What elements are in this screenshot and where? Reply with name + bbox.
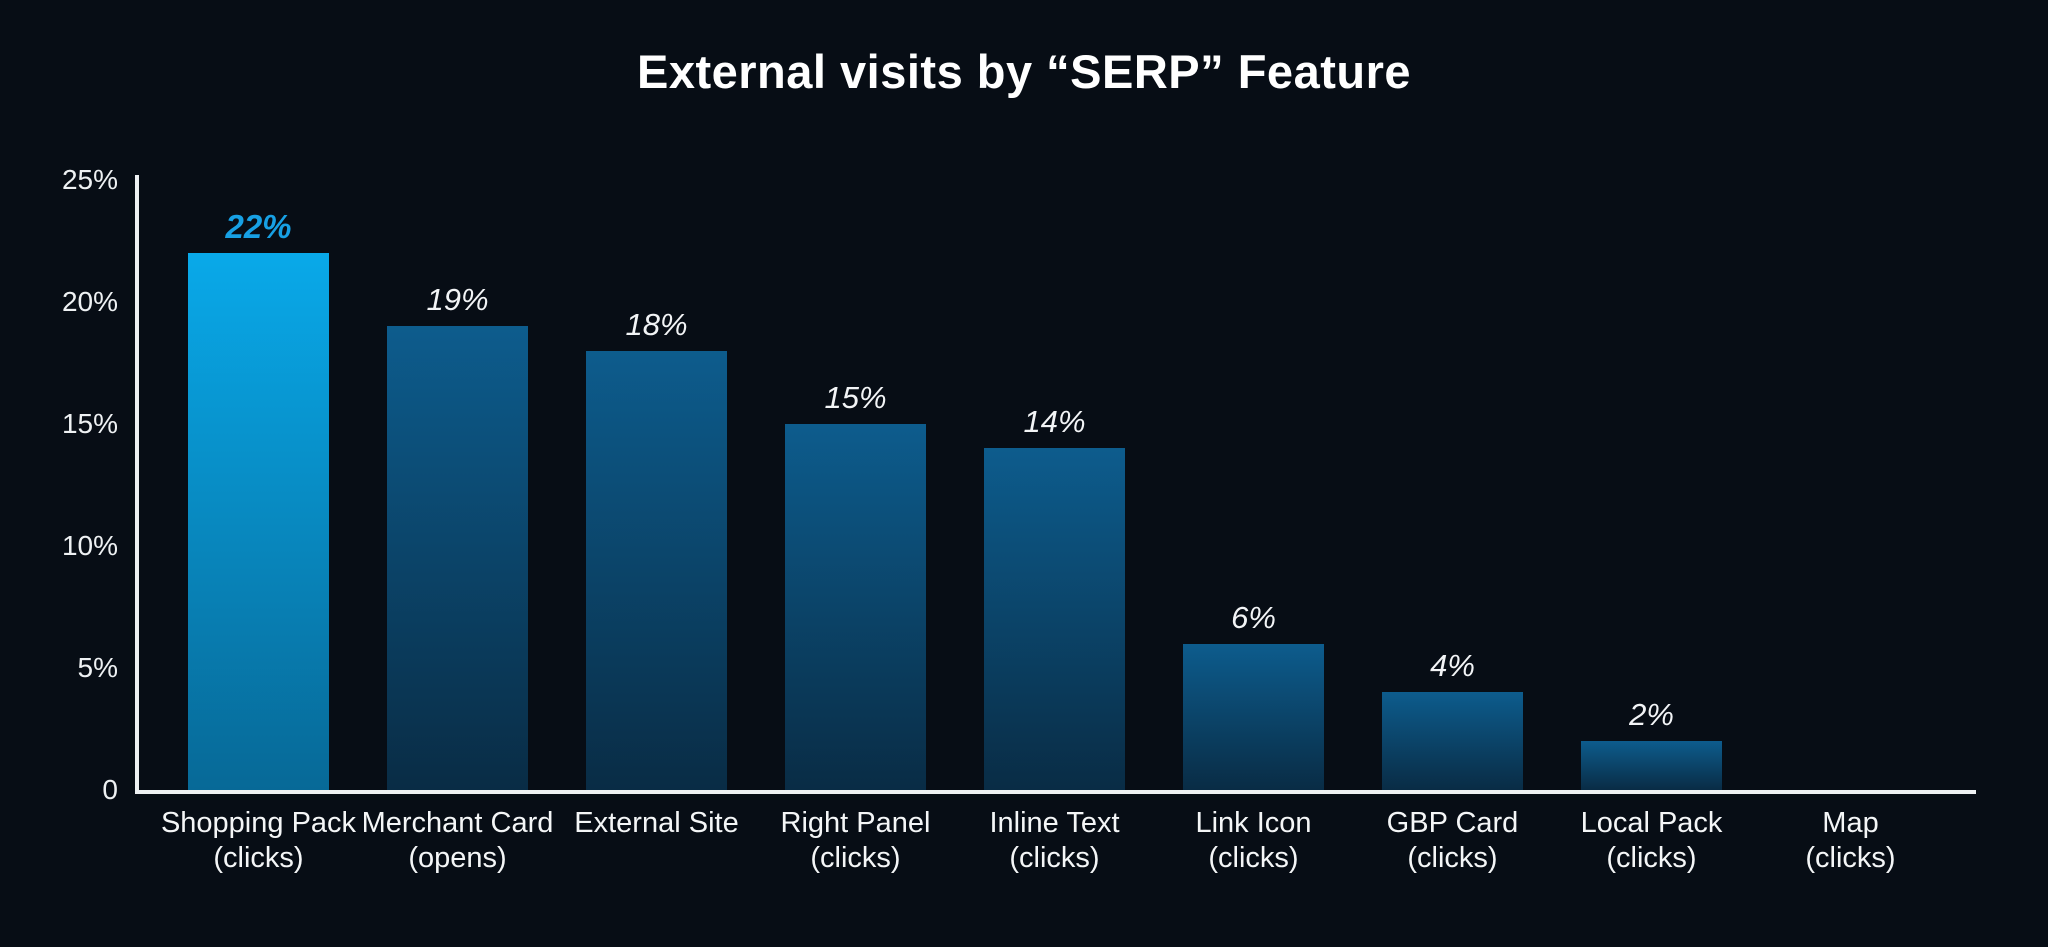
chart-title: External visits by “SERP” Feature [636,45,1411,98]
bar [784,424,927,790]
bar-column: 18% [557,180,756,790]
bar [1182,643,1325,790]
bar [585,350,728,790]
x-tick-line2: (clicks) [1606,842,1697,874]
bar-column: 2% [1552,180,1751,790]
x-tick-line1: Link Icon [1195,807,1312,839]
x-tick-line1: External Site [574,807,739,839]
value-label: 18% [625,306,688,342]
x-tick-label: Right Panel (clicks) [756,806,955,876]
x-tick-label: Shopping Pack (clicks) [159,806,358,876]
x-tick-label: Link Icon (clicks) [1154,806,1353,876]
bar [983,448,1126,790]
x-tick-label: Inline Text (clicks) [955,806,1154,876]
x-tick-label: Local Pack (clicks) [1552,806,1751,876]
plot-area: 22% 19% 18% 15% 14% 6% 4% 2% [159,180,1950,790]
bar-column: 6% [1154,180,1353,790]
value-label: 6% [1231,599,1276,635]
x-tick-line1: GBP Card [1386,807,1519,839]
y-axis-labels: 25% 20% 15% 10% 5% 0 [0,0,118,947]
x-tick-line2: (clicks) [1208,842,1299,874]
y-tick-label: 20% [61,286,118,317]
x-tick-line1: Inline Text [989,807,1120,839]
y-tick-label: 25% [61,164,118,195]
x-tick-line1: Map [1822,807,1879,839]
y-tick-label: 5% [77,652,118,683]
bar [1580,741,1723,790]
bar-column: 14% [955,180,1154,790]
bar-column: 15% [756,180,955,790]
value-label: 14% [1023,404,1086,440]
bar [1381,692,1524,790]
value-label: 15% [824,380,887,415]
y-tick-label: 15% [61,408,118,439]
value-label: 19% [426,282,489,318]
y-tick-label: 10% [61,530,118,561]
x-tick-label: Map (clicks) [1751,806,1950,876]
x-tick-line2: (clicks) [1009,842,1100,874]
value-label: 2% [1629,697,1674,733]
x-tick-line1: Right Panel [780,807,931,839]
bar-highlighted [187,253,330,790]
x-tick-line2: (clicks) [213,842,304,874]
x-tick-line1: Shopping Pack [160,807,357,839]
x-tick-line2: (clicks) [1407,842,1498,874]
x-tick-line1: Merchant Card [361,807,554,839]
x-tick-label: GBP Card (clicks) [1353,806,1552,876]
x-tick-line1: Local Pack [1580,807,1723,839]
x-tick-line2: (clicks) [810,842,901,874]
x-tick-line2: (opens) [408,842,507,874]
bar-column: 4% [1353,180,1552,790]
bar-column: 22% [159,180,358,790]
bar-column [1751,180,1950,790]
bar-column: 19% [358,180,557,790]
value-label: 4% [1430,648,1475,684]
x-tick-label: Merchant Card (opens) [358,806,557,876]
y-axis-line [135,175,139,794]
bar [386,326,529,790]
value-label: 22% [225,208,292,246]
y-tick-label: 0 [102,774,118,805]
x-axis-line [135,790,1976,794]
x-axis-labels: Shopping Pack (clicks) Merchant Card (opens… [159,806,1950,876]
x-tick-line2: (clicks) [1805,842,1896,874]
x-tick-label: External Site [557,806,756,876]
